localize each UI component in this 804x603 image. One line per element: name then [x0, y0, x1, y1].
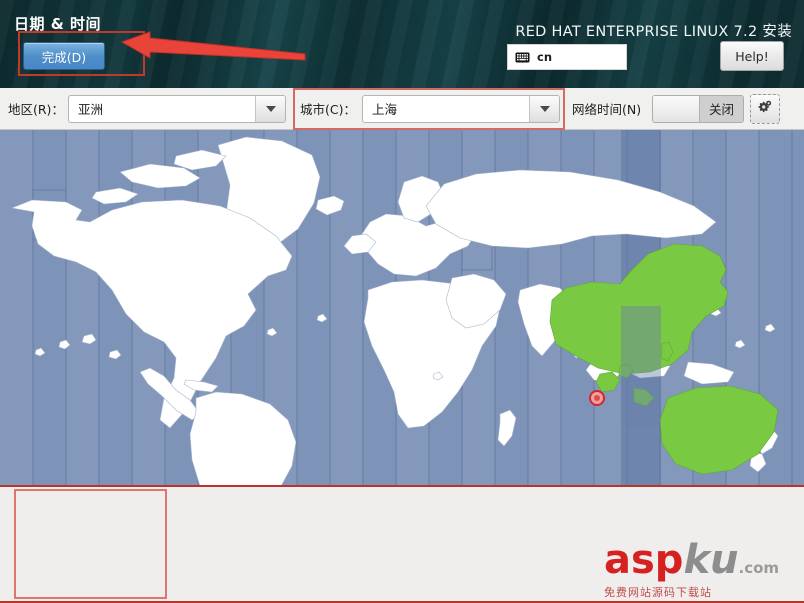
keyboard-icon	[515, 52, 530, 63]
city-label: 城市(C)：	[300, 102, 356, 117]
city-selected-value: 上海	[372, 102, 398, 117]
location-marker-icon	[589, 390, 605, 406]
toggle-knob	[653, 95, 699, 122]
network-time-settings-button[interactable]	[750, 93, 780, 124]
installer-header: 日期 & 时间 完成(D) RED HAT ENTERPRISE LINUX 7…	[0, 0, 804, 88]
network-time-label: 网络时间(N)	[572, 102, 642, 117]
keyboard-layout-indicator[interactable]: cn	[507, 44, 627, 70]
location-toolbar: 地区(R)： 亚洲 城市(C)： 上海 网络时间(N) 关闭	[0, 88, 804, 130]
region-selected-value: 亚洲	[78, 102, 104, 117]
done-button[interactable]: 完成(D)	[23, 42, 105, 70]
landmasses	[10, 136, 779, 485]
network-time-state: 关闭	[699, 95, 743, 122]
timezone-world-map[interactable]	[0, 130, 804, 485]
region-dropdown[interactable]: 亚洲	[68, 94, 286, 123]
help-button[interactable]: Help!	[720, 41, 784, 71]
selected-tz-sea	[621, 306, 661, 426]
page-title: 日期 & 时间	[14, 15, 102, 33]
product-title: RED HAT ENTERPRISE LINUX 7.2 安装	[515, 24, 792, 40]
chevron-down-icon	[255, 95, 285, 122]
gear-icon	[757, 99, 773, 119]
network-time-toggle[interactable]: 关闭	[652, 94, 744, 123]
keyboard-layout-label: cn	[537, 50, 553, 64]
time-date-panel: 18 ： 33 PM 24 小时制(H) AM/PM	[0, 485, 804, 603]
chevron-down-icon	[529, 95, 559, 122]
selected-country-china	[549, 243, 779, 475]
city-dropdown[interactable]: 上海	[362, 94, 560, 123]
region-label: 地区(R)：	[8, 102, 64, 117]
